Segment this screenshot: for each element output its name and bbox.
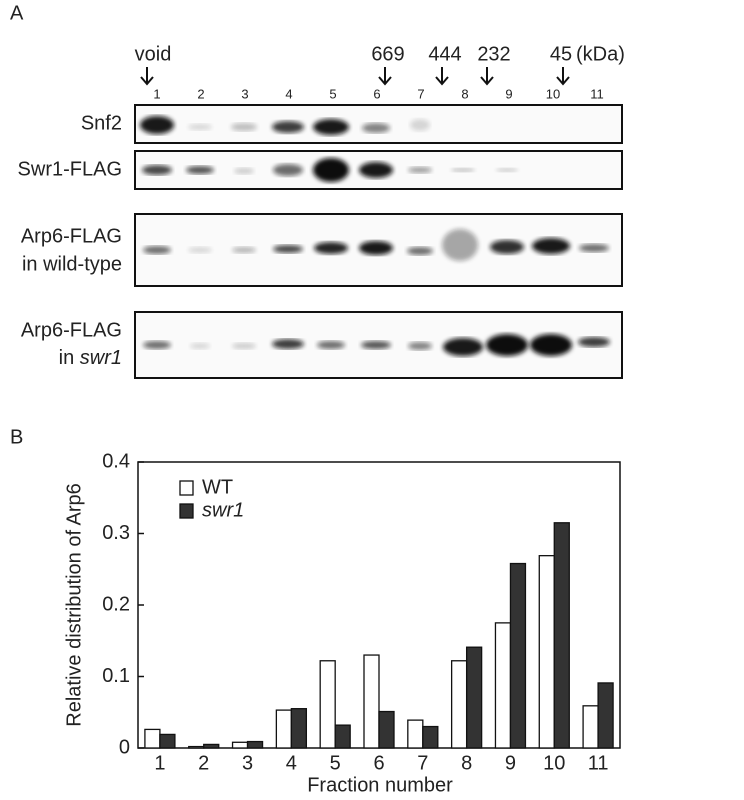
x-tick-label: 6: [373, 752, 384, 774]
bar: [597, 682, 614, 749]
lane-number: 9: [505, 86, 512, 101]
lane-number: 5: [329, 86, 336, 101]
x-tick-label: 1: [154, 752, 165, 774]
bar: [144, 728, 161, 749]
bar: [159, 733, 176, 749]
lane-number: 3: [241, 86, 248, 101]
x-tick-label: 9: [505, 752, 516, 774]
x-tick-label: 8: [461, 752, 472, 774]
panel-label: B: [10, 426, 23, 448]
lane-number: 11: [590, 86, 604, 101]
bar: [188, 745, 205, 749]
lane-number: 8: [461, 86, 468, 101]
x-tick-label: 11: [588, 752, 609, 774]
bar: [319, 660, 336, 749]
bar: [378, 710, 395, 749]
marker-label: 669: [371, 43, 404, 65]
row-label: in wild-type: [22, 253, 122, 275]
lane-number: 1: [153, 86, 160, 101]
row-label: Arp6-FLAG: [21, 225, 122, 247]
y-tick-label: 0.2: [102, 593, 130, 615]
x-tick-label: 10: [543, 752, 565, 774]
unit-label: (kDa): [576, 43, 625, 65]
y-tick-label: 0: [119, 736, 130, 758]
bar: [407, 719, 424, 749]
row-label: Swr1-FLAG: [18, 158, 122, 180]
size-markers: void 669 444 232 45 (kDa): [135, 43, 625, 86]
bar: [275, 709, 293, 749]
bar: [334, 724, 351, 749]
row-label-italic: swr1: [80, 347, 122, 369]
lane-number: 4: [285, 86, 292, 101]
legend-swatch: [179, 480, 194, 496]
bar: [509, 562, 527, 749]
y-tick-label: 0.3: [102, 522, 130, 544]
y-tick-label: 0.1: [102, 665, 130, 687]
x-tick-label: 2: [198, 752, 209, 774]
y-axis-label: Relative distribution of Arp6: [63, 483, 85, 726]
legend-label: WT: [202, 476, 233, 498]
lane-number: 2: [197, 86, 204, 101]
bar: [494, 622, 512, 749]
lane-number: 10: [546, 86, 560, 101]
bar: [203, 743, 220, 749]
lane-number: 6: [373, 86, 380, 101]
arrows: [140, 67, 570, 86]
bar: [553, 522, 570, 749]
lane-number: 7: [417, 86, 424, 101]
bar: [231, 741, 249, 749]
bar: [465, 646, 483, 749]
row-label: in swr1: [59, 347, 122, 369]
row-labels: Snf2 Swr1-FLAG Arp6-FLAG in wild-type Ar…: [18, 112, 122, 369]
marker-label: 444: [428, 43, 461, 65]
x-tick-label: 4: [286, 752, 297, 774]
bands: [140, 116, 610, 356]
row-label-part: in: [59, 347, 75, 369]
bar: [363, 654, 380, 749]
bar: [538, 555, 555, 749]
bar: [422, 725, 439, 749]
blots: [134, 104, 623, 379]
y-tick-label: 0.4: [102, 450, 130, 472]
x-axis-label: Fraction number: [307, 774, 453, 796]
lane-numbers: 1 2 3 4 5 6 7 8 9 10 11: [153, 86, 603, 101]
row-label: Snf2: [81, 112, 122, 134]
panel-label: A: [10, 2, 24, 24]
legend-label: swr1: [202, 499, 244, 521]
bar: [450, 660, 468, 749]
bar: [246, 740, 264, 749]
marker-label: void: [135, 43, 172, 65]
x-tick-label: 5: [330, 752, 341, 774]
marker-label: 45: [550, 43, 572, 65]
x-tick-label: 7: [417, 752, 428, 774]
bar: [582, 705, 599, 749]
bar: [290, 708, 308, 749]
row-label: Arp6-FLAG: [21, 319, 122, 341]
legend-swatch: [179, 503, 194, 519]
x-tick-label: 3: [242, 752, 253, 774]
marker-label: 232: [477, 43, 510, 65]
